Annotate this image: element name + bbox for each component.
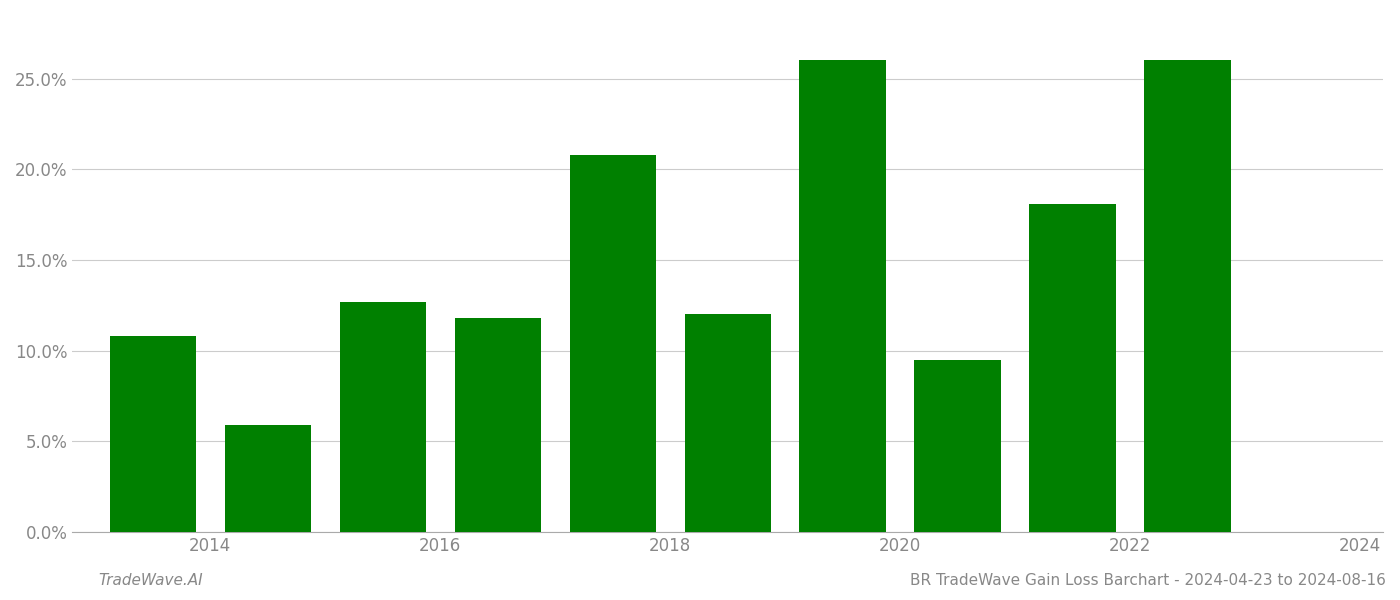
Bar — [109, 336, 196, 532]
Bar — [1029, 204, 1116, 532]
Text: BR TradeWave Gain Loss Barchart - 2024-04-23 to 2024-08-16: BR TradeWave Gain Loss Barchart - 2024-0… — [910, 573, 1386, 588]
Bar — [914, 360, 1001, 532]
Bar — [224, 425, 311, 532]
Bar — [340, 302, 426, 532]
Text: TradeWave.AI: TradeWave.AI — [98, 573, 203, 588]
Bar — [455, 318, 540, 532]
Bar — [799, 61, 886, 532]
Bar — [1144, 61, 1231, 532]
Bar — [685, 314, 771, 532]
Bar — [570, 155, 655, 532]
